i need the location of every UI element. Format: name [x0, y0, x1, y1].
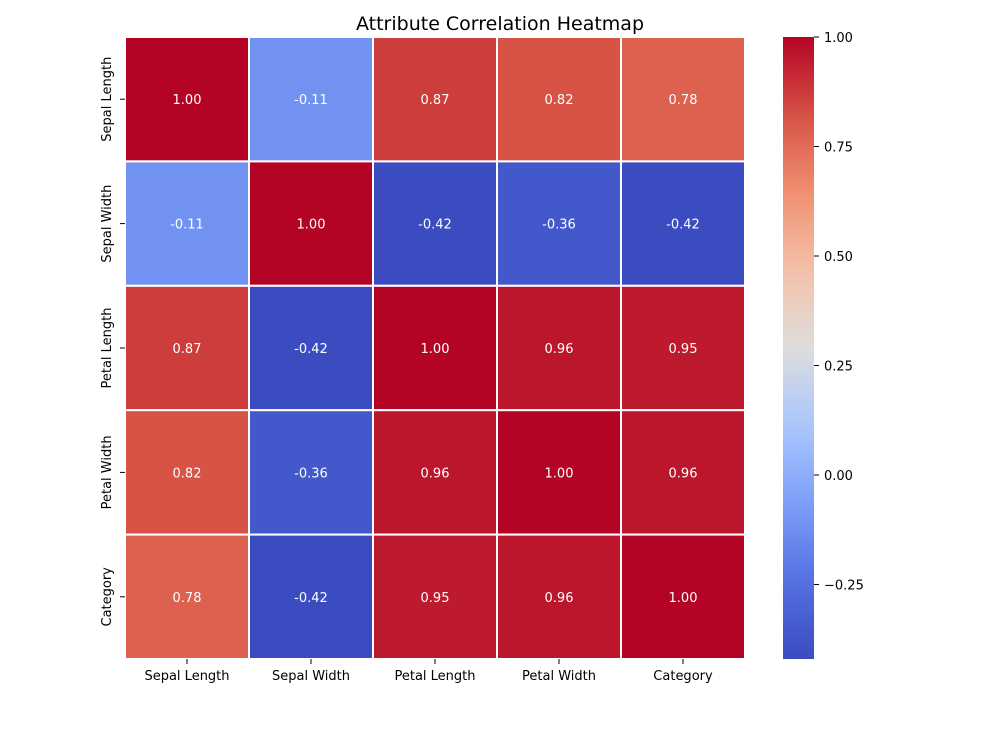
- heatmap-cell: [372, 409, 498, 536]
- cell-value-label: -0.42: [666, 218, 700, 233]
- colorbar: −0.25 0.00 0.25 0.50 0.75 1.00: [783, 31, 864, 659]
- x-tick-label: Petal Length: [394, 669, 475, 684]
- y-tick-label: Category: [100, 567, 115, 627]
- x-tick-label: Sepal Width: [272, 669, 350, 684]
- colorbar-tick-label: 0.25: [824, 360, 853, 375]
- y-tick-label: Sepal Length: [100, 57, 115, 142]
- colorbar-tick-label: 1.00: [824, 31, 853, 46]
- colorbar-tick-label: 0.75: [824, 141, 853, 156]
- heatmap-cell: [372, 533, 498, 660]
- heatmap-cell: [248, 36, 374, 163]
- cell-value-label: -0.36: [294, 466, 328, 481]
- cell-value-label: 0.87: [173, 342, 202, 357]
- x-tick-label: Sepal Length: [144, 669, 229, 684]
- cell-value-label: 0.96: [421, 466, 450, 481]
- heatmap-cell: [124, 533, 250, 660]
- cell-value-label: 1.00: [421, 342, 450, 357]
- cell-value-label: 0.95: [421, 591, 450, 606]
- colorbar-gradient: [783, 37, 814, 659]
- heatmap-cell: [496, 409, 622, 536]
- heatmap-cell: [248, 409, 374, 536]
- heatmap-cell: [248, 533, 374, 660]
- cell-value-label: 0.78: [173, 591, 202, 606]
- cell-value-label: 1.00: [173, 93, 202, 108]
- cell-value-label: 0.78: [669, 93, 698, 108]
- y-tick-label: Petal Width: [100, 435, 115, 509]
- x-axis: Sepal Length Sepal Width Petal Length Petal…: [144, 659, 713, 684]
- cell-value-label: -0.11: [294, 93, 328, 108]
- heatmap-cell: [496, 284, 622, 412]
- heatmap-cell: [248, 284, 374, 412]
- heatmap-cell: [620, 533, 746, 660]
- heatmap-cells: 1.00 -0.11 0.87 0.82 0.78 -0.11 1.00 -0.42 -0.36…: [124, 36, 746, 660]
- cell-value-label: 0.96: [669, 466, 698, 481]
- y-tick-label: Petal Length: [100, 307, 115, 388]
- cell-value-label: 0.95: [669, 342, 698, 357]
- y-tick-label: Sepal Width: [100, 185, 115, 263]
- heatmap-cell: [620, 409, 746, 536]
- heatmap-cell: [372, 160, 498, 287]
- heatmap-cell: [372, 36, 498, 163]
- y-axis: Sepal Length Sepal Width Petal Length Petal…: [100, 57, 125, 627]
- cell-value-label: 0.82: [545, 93, 574, 108]
- colorbar-tick-label: −0.25: [824, 579, 864, 594]
- heatmap-cell: [620, 160, 746, 287]
- colorbar-tick-label: 0.50: [824, 250, 853, 265]
- cell-value-label: 0.87: [421, 93, 450, 108]
- x-tick-label: Category: [653, 669, 713, 684]
- cell-value-label: 1.00: [297, 218, 326, 233]
- cell-value-label: -0.36: [542, 218, 576, 233]
- cell-value-label: -0.11: [170, 218, 204, 233]
- chart-title: Attribute Correlation Heatmap: [356, 13, 644, 35]
- x-tick-label: Petal Width: [522, 669, 596, 684]
- colorbar-tick-label: 0.00: [824, 469, 853, 484]
- cell-value-label: 0.96: [545, 342, 574, 357]
- cell-value-label: -0.42: [418, 218, 452, 233]
- cell-value-label: 0.96: [545, 591, 574, 606]
- cell-value-label: 0.82: [173, 466, 202, 481]
- cell-value-label: 1.00: [545, 466, 574, 481]
- cell-value-label: -0.42: [294, 591, 328, 606]
- heatmap-cell: [124, 36, 250, 163]
- cell-value-label: 1.00: [669, 591, 698, 606]
- cell-value-label: -0.42: [294, 342, 328, 357]
